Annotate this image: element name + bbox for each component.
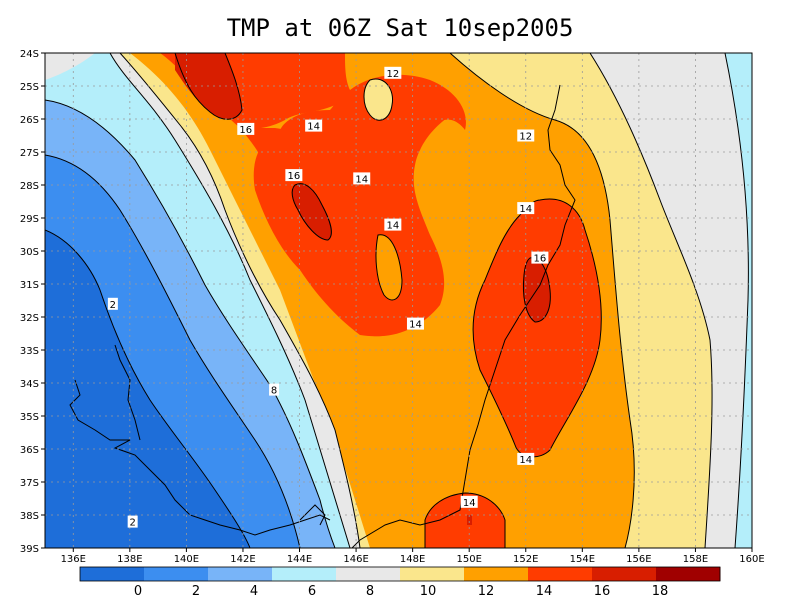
latitude-labels: 24S 25S 26S 27S 28S 29S 30S 31S 32S 33S 34S 35S 36S 3… — [20, 49, 39, 555]
lat-label: 30S — [20, 247, 39, 258]
svg-text:16: 16 — [534, 254, 547, 265]
longitude-labels: 136E 138E 140E 142E 144E 146E 148E 150E 152E 154E… — [61, 554, 765, 565]
lat-label: 39S — [20, 544, 39, 555]
colorbar-label: 6 — [308, 584, 316, 599]
colorbar-swatch — [656, 567, 721, 581]
temperature-fill-layer — [45, 53, 752, 548]
svg-text:14: 14 — [409, 320, 422, 331]
colorbar-swatch — [464, 567, 529, 581]
lon-label: 140E — [174, 554, 199, 565]
lon-label: 146E — [343, 554, 368, 565]
colorbar-label: 16 — [594, 584, 611, 599]
colorbar-label: 4 — [250, 584, 258, 599]
colorbar-label: 8 — [366, 584, 374, 599]
colorbar-label: 2 — [192, 584, 200, 599]
colorbar-label: 0 — [134, 584, 142, 599]
colorbar-label: 12 — [478, 584, 495, 599]
lat-label: 24S — [20, 49, 39, 60]
contour-label: 8 — [269, 383, 280, 397]
lat-label: 38S — [20, 511, 39, 522]
svg-text:12: 12 — [519, 132, 532, 143]
lat-label: 37S — [20, 478, 39, 489]
contour-label: 14 — [353, 172, 371, 185]
svg-text:2: 2 — [110, 300, 116, 311]
colorbar-swatch — [336, 567, 401, 581]
contour-label: 14 — [460, 495, 478, 509]
axis-tick-marks — [41, 52, 753, 552]
contour-labels: 12 16 14 12 16 14 14 14 16 14 2 8 14 14 2 — [107, 66, 549, 529]
colorbar-swatch — [80, 567, 145, 581]
svg-text:12: 12 — [386, 69, 399, 80]
colorbar-label: 14 — [536, 584, 553, 599]
lon-label: 144E — [287, 554, 312, 565]
lon-label: 154E — [570, 554, 595, 565]
contour-label: 16 — [531, 251, 549, 265]
contour-label: 12 — [517, 129, 535, 143]
lat-label: 32S — [20, 313, 39, 324]
svg-text:16: 16 — [239, 125, 252, 136]
contour-label: 12 — [384, 66, 402, 80]
svg-text:16: 16 — [287, 171, 300, 182]
contour-label: 16 — [285, 169, 303, 182]
contour-label: 2 — [107, 297, 118, 311]
colorbar-label: 18 — [652, 584, 669, 599]
colorbar-swatch — [272, 567, 337, 581]
plot-frame — [44, 52, 753, 549]
svg-text:8: 8 — [271, 386, 277, 397]
lat-label: 27S — [20, 148, 39, 159]
svg-text:14: 14 — [519, 455, 532, 466]
svg-text:14: 14 — [307, 122, 320, 133]
contour-label: 14 — [384, 218, 402, 232]
colorbar-swatch — [144, 567, 209, 581]
svg-text:14: 14 — [355, 174, 368, 185]
lat-label: 36S — [20, 445, 39, 456]
contour-label: 14 — [305, 119, 323, 133]
lat-label: 33S — [20, 346, 39, 357]
svg-text:2: 2 — [129, 518, 135, 529]
map-title: TMP at 06Z Sat 10sep2005 — [226, 14, 574, 42]
svg-text:14: 14 — [519, 204, 532, 215]
contour-lines — [45, 53, 749, 548]
contour-label: 2 — [127, 515, 138, 529]
colorbar-swatch — [208, 567, 273, 581]
lon-label: 150E — [456, 554, 481, 565]
lat-label: 31S — [20, 280, 39, 291]
contour-label: 16 — [237, 122, 255, 136]
svg-text:14: 14 — [386, 221, 399, 232]
colorbar-swatch — [528, 567, 593, 581]
lon-label: 160E — [739, 554, 764, 565]
colorbar-swatch — [592, 567, 657, 581]
lat-label: 29S — [20, 214, 39, 225]
lat-label: 35S — [20, 412, 39, 423]
coastline — [69, 84, 576, 548]
colorbar-label: 10 — [420, 584, 437, 599]
lon-label: 148E — [400, 554, 425, 565]
lat-label: 34S — [20, 379, 39, 390]
lon-label: 136E — [61, 554, 86, 565]
lon-label: 158E — [683, 554, 708, 565]
lon-label: 152E — [513, 554, 538, 565]
lon-label: 138E — [117, 554, 142, 565]
lon-label: 142E — [230, 554, 255, 565]
colorbar: 0 2 4 6 8 10 12 14 16 18 — [79, 566, 721, 599]
colorbar-swatch — [400, 567, 465, 581]
contour-label: 14 — [406, 317, 424, 331]
graticule — [45, 53, 752, 548]
lat-label: 25S — [20, 82, 39, 93]
svg-text:14: 14 — [463, 498, 476, 509]
lat-label: 26S — [20, 115, 39, 126]
lon-label: 156E — [626, 554, 651, 565]
contour-label: 14 — [517, 452, 535, 466]
contour-label: 14 — [517, 202, 535, 215]
lat-label: 28S — [20, 181, 39, 192]
